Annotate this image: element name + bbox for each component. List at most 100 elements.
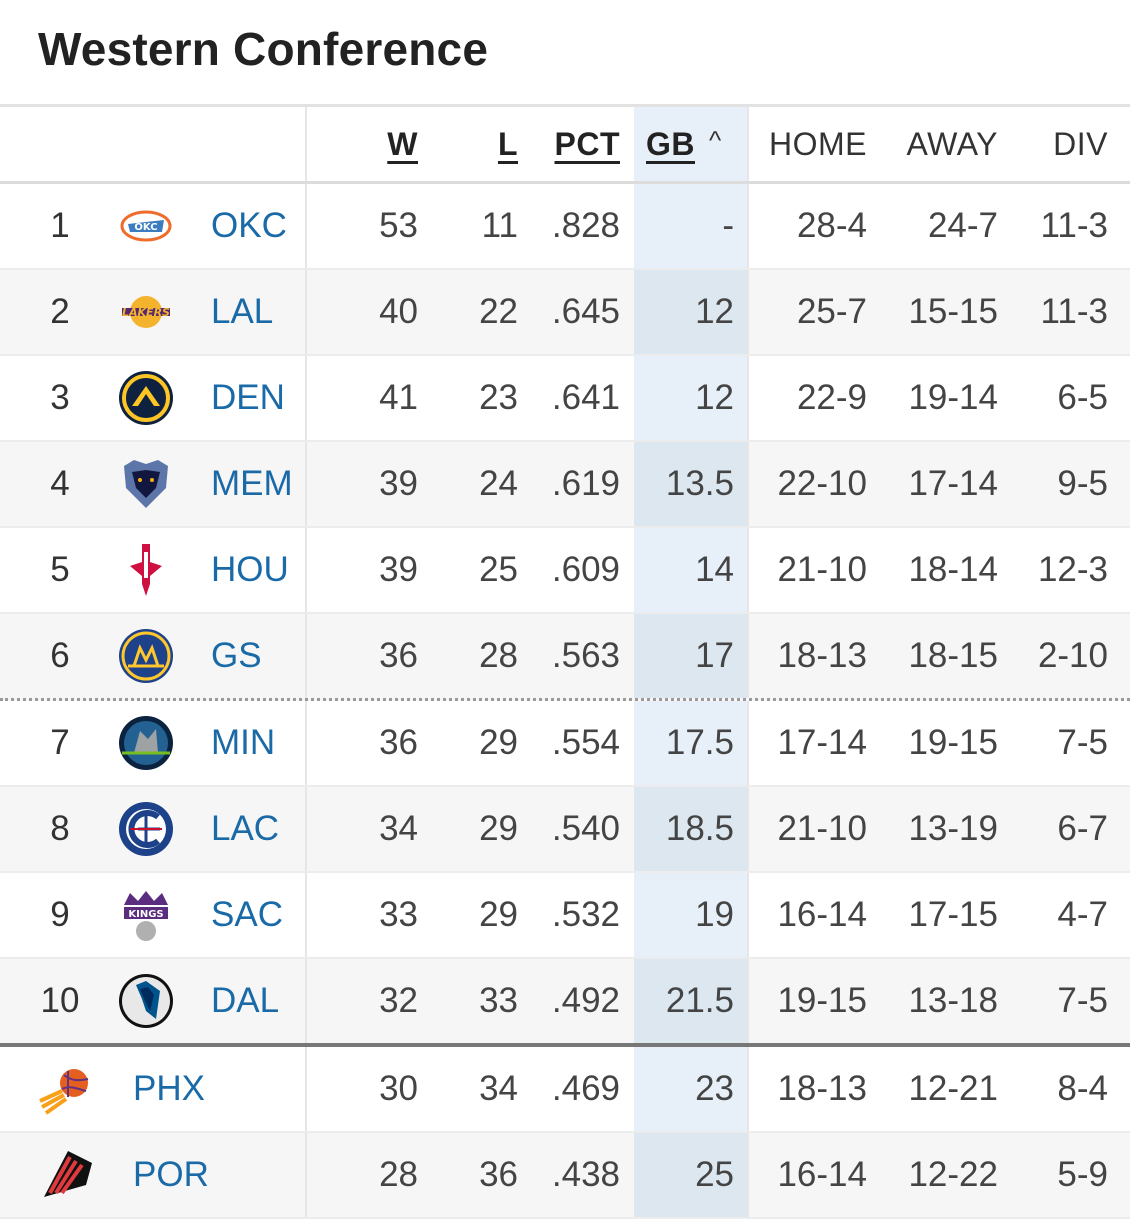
win-pct: .609 — [551, 550, 620, 589]
away-record: 15-15 — [908, 292, 998, 331]
column-divider — [747, 1047, 749, 1131]
column-divider — [747, 701, 749, 785]
rank: 1 — [50, 206, 70, 245]
column-divider — [747, 614, 749, 698]
home-record: 18-13 — [777, 1069, 867, 1108]
nuggets-logo-icon[interactable] — [116, 368, 176, 428]
sort-pct-header[interactable]: PCT — [554, 125, 620, 162]
grizzlies-logo-icon[interactable] — [116, 454, 176, 514]
sort-ascending-icon[interactable]: ^ — [709, 124, 722, 155]
home-record: 21-10 — [777, 809, 867, 848]
gb-column-highlight — [634, 959, 747, 1043]
games-behind: 17.5 — [665, 723, 734, 762]
column-divider — [747, 270, 749, 354]
losses: 29 — [479, 723, 518, 762]
team-link[interactable]: POR — [133, 1155, 209, 1194]
gb-column-highlight — [634, 1047, 747, 1131]
mavericks-logo-icon[interactable] — [116, 971, 176, 1031]
rank: 9 — [50, 895, 70, 934]
win-pct: .828 — [551, 206, 620, 245]
rank: 8 — [50, 809, 70, 848]
team-link[interactable]: DEN — [211, 378, 285, 417]
div-record: 4-7 — [1057, 895, 1108, 934]
games-behind: 13.5 — [665, 464, 734, 503]
clippers-logo-icon[interactable] — [116, 799, 176, 859]
svg-text:KINGS: KINGS — [128, 909, 163, 920]
home-record: 22-10 — [777, 464, 867, 503]
wins: 32 — [379, 981, 418, 1020]
games-behind: 19 — [695, 895, 734, 934]
wins: 36 — [379, 636, 418, 675]
gb-column-highlight — [634, 356, 747, 440]
wins: 41 — [379, 378, 418, 417]
home-record: 16-14 — [777, 895, 867, 934]
losses: 29 — [479, 809, 518, 848]
blazers-logo-icon[interactable] — [38, 1145, 98, 1205]
losses: 28 — [479, 636, 518, 675]
div-record: 5-9 — [1057, 1155, 1108, 1194]
column-divider — [305, 701, 307, 785]
rank: 5 — [50, 550, 70, 589]
div-header: DIV — [1053, 125, 1108, 162]
sort-w-header[interactable]: W — [387, 125, 418, 162]
column-divider — [305, 614, 307, 698]
home-record: 22-9 — [796, 378, 867, 417]
rockets-logo-icon[interactable] — [116, 540, 176, 600]
table-row: 4 MEM 39 24 .619 13.5 22-10 17-14 9-5 — [0, 442, 1130, 528]
team-link[interactable]: MEM — [211, 464, 293, 503]
column-divider — [305, 184, 307, 268]
games-behind: 14 — [695, 550, 734, 589]
gb-column-highlight — [634, 787, 747, 871]
div-record: 7-5 — [1057, 723, 1108, 762]
games-behind: 25 — [695, 1155, 734, 1194]
team-link[interactable]: OKC — [211, 206, 287, 245]
team-link[interactable]: HOU — [211, 550, 289, 589]
div-record: 11-3 — [1040, 206, 1108, 245]
column-divider — [747, 959, 749, 1043]
team-link[interactable]: GS — [211, 636, 262, 675]
home-record: 21-10 — [777, 550, 867, 589]
column-divider — [305, 873, 307, 957]
kings-logo-icon[interactable]: KINGS — [116, 885, 176, 945]
team-link[interactable]: PHX — [133, 1069, 205, 1108]
table-row: 8 LAC 34 29 .540 18.5 21-10 13-19 6-7 — [0, 787, 1130, 873]
win-pct: .645 — [551, 292, 620, 331]
losses: 24 — [479, 464, 518, 503]
away-record: 12-22 — [908, 1155, 998, 1194]
column-divider — [747, 107, 749, 181]
column-divider — [305, 356, 307, 440]
suns-logo-icon[interactable] — [38, 1059, 98, 1119]
div-record: 12-3 — [1037, 550, 1108, 589]
win-pct: .492 — [551, 981, 620, 1020]
div-record: 2-10 — [1037, 636, 1108, 675]
rank: 7 — [50, 723, 70, 762]
games-behind: - — [722, 206, 734, 245]
column-divider — [305, 528, 307, 612]
div-record: 7-5 — [1057, 981, 1108, 1020]
away-record: 24-7 — [927, 206, 998, 245]
team-link[interactable]: SAC — [211, 895, 283, 934]
away-header: AWAY — [906, 125, 998, 162]
gb-column-highlight — [634, 701, 747, 785]
wins: 36 — [379, 723, 418, 762]
games-behind: 12 — [695, 378, 734, 417]
team-link[interactable]: LAL — [211, 292, 274, 331]
table-row: 2 LAKERS LAL 40 22 .645 12 25-7 15-15 11… — [0, 270, 1130, 356]
away-record: 19-15 — [908, 723, 998, 762]
team-link[interactable]: LAC — [211, 809, 280, 848]
sort-l-header[interactable]: L — [497, 125, 518, 162]
wins: 39 — [379, 464, 418, 503]
gb-column-highlight — [634, 614, 747, 698]
gb-column-highlight — [634, 873, 747, 957]
table-row: PHX 30 34 .469 23 18-13 12-21 8-4 — [0, 1047, 1130, 1133]
column-divider — [305, 787, 307, 871]
win-pct: .563 — [551, 636, 620, 675]
warriors-logo-icon[interactable] — [116, 626, 176, 686]
games-behind: 23 — [695, 1069, 734, 1108]
team-link[interactable]: DAL — [211, 981, 280, 1020]
team-link[interactable]: MIN — [211, 723, 276, 762]
timberwolves-logo-icon[interactable] — [116, 713, 176, 773]
thunder-logo-icon[interactable]: OKC — [116, 196, 176, 256]
sort-gb-header[interactable]: GB — [646, 125, 695, 162]
lakers-logo-icon[interactable]: LAKERS — [116, 282, 176, 342]
